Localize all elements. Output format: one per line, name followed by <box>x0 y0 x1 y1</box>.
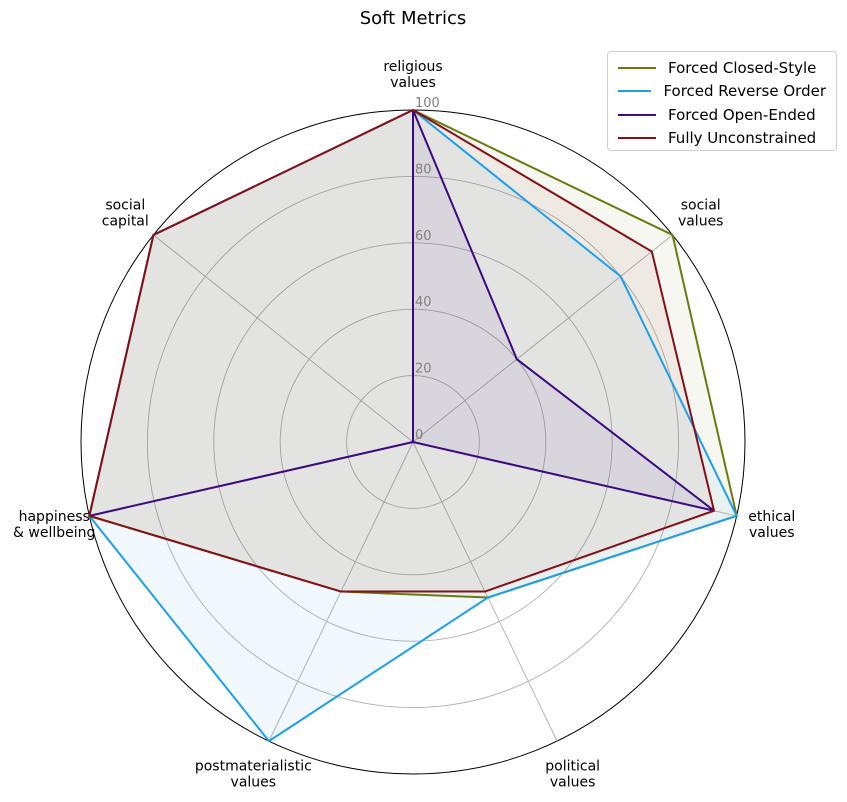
axis-label: religious values <box>383 59 442 91</box>
legend-item: Fully Unconstrained <box>618 127 826 151</box>
tick-label: 60 <box>415 229 432 244</box>
axis-labels: religious values social values ethical values… <box>13 59 795 791</box>
legend-label: Forced Closed-Style <box>668 58 817 77</box>
legend-label: Fully Unconstrained <box>668 129 817 148</box>
series-fill <box>89 110 715 516</box>
tick-label: 0 <box>415 428 423 443</box>
tick-label: 20 <box>415 362 432 377</box>
grid-spoke <box>412 234 673 443</box>
legend-item: Forced Closed-Style <box>618 56 826 80</box>
legend-swatch <box>618 66 656 69</box>
series-fill <box>89 110 715 592</box>
legend-item: Forced Open-Ended <box>618 103 826 127</box>
legend-item: Forced Reverse Order <box>618 80 826 104</box>
axis-label: political values <box>545 759 600 791</box>
legend: Forced Closed-Style Forced Reverse Order F… <box>607 51 837 151</box>
legend-swatch <box>618 137 656 140</box>
axis-label: social capital <box>102 198 149 230</box>
tick-label: 40 <box>415 295 432 310</box>
axis-label: happiness & wellbeing <box>13 509 95 541</box>
series-line <box>89 109 715 517</box>
legend-label: Forced Reverse Order <box>663 82 826 101</box>
radial-ticks: 0 20 40 60 80 100 <box>415 96 440 443</box>
axis-label: ethical values <box>748 509 795 541</box>
grid-spoke <box>153 234 414 443</box>
axis-label: social values <box>678 198 724 230</box>
legend-swatch <box>618 90 652 93</box>
legend-label: Forced Open-Ended <box>668 105 816 124</box>
tick-label: 80 <box>415 162 432 177</box>
radar-series <box>88 108 739 743</box>
legend-swatch <box>618 113 656 116</box>
chart-title: Soft Metrics <box>360 8 467 29</box>
axis-label: postmaterialistic values <box>195 759 312 791</box>
tick-label: 100 <box>415 96 440 111</box>
series-line <box>88 108 716 593</box>
